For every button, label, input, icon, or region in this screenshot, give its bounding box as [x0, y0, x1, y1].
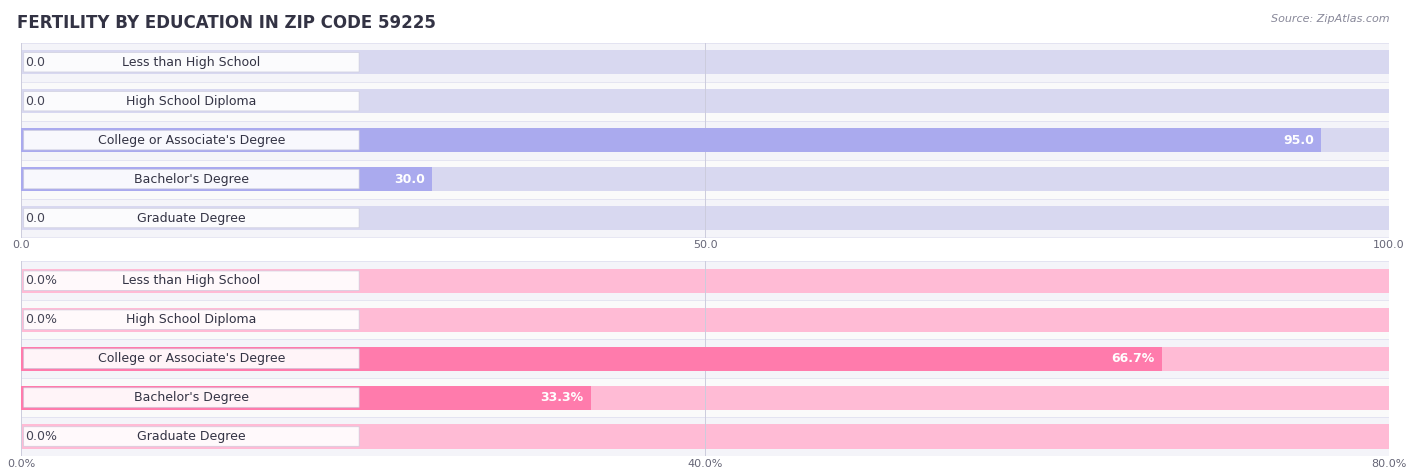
FancyBboxPatch shape — [24, 310, 359, 329]
Bar — [21, 347, 1389, 370]
Bar — [21, 300, 1389, 339]
Text: Bachelor's Degree: Bachelor's Degree — [134, 391, 249, 404]
FancyBboxPatch shape — [24, 131, 359, 150]
Text: 95.0: 95.0 — [1284, 133, 1313, 147]
Text: Bachelor's Degree: Bachelor's Degree — [134, 172, 249, 186]
FancyBboxPatch shape — [24, 271, 359, 290]
Text: Graduate Degree: Graduate Degree — [138, 211, 246, 225]
Text: Less than High School: Less than High School — [122, 274, 260, 287]
FancyBboxPatch shape — [24, 349, 359, 368]
Text: High School Diploma: High School Diploma — [127, 313, 257, 326]
Bar — [21, 269, 1389, 293]
Text: College or Associate's Degree: College or Associate's Degree — [98, 352, 285, 365]
Text: 0.0: 0.0 — [25, 95, 45, 108]
Bar — [21, 82, 1389, 121]
Bar — [21, 43, 1389, 82]
Bar — [21, 121, 1389, 160]
FancyBboxPatch shape — [24, 53, 359, 72]
FancyBboxPatch shape — [24, 427, 359, 446]
Bar — [21, 167, 1389, 191]
Bar — [21, 425, 1389, 448]
Bar — [21, 417, 1389, 456]
Text: 33.3%: 33.3% — [540, 391, 583, 404]
Bar — [21, 128, 1389, 152]
Text: 0.0: 0.0 — [25, 211, 45, 225]
Bar — [21, 378, 1389, 417]
Text: 0.0%: 0.0% — [25, 313, 58, 326]
Bar — [21, 386, 1389, 409]
Bar — [21, 89, 1389, 113]
Bar — [21, 339, 1389, 378]
Bar — [21, 261, 1389, 300]
Text: Source: ZipAtlas.com: Source: ZipAtlas.com — [1271, 14, 1389, 24]
Text: 30.0: 30.0 — [394, 172, 425, 186]
Text: FERTILITY BY EDUCATION IN ZIP CODE 59225: FERTILITY BY EDUCATION IN ZIP CODE 59225 — [17, 14, 436, 32]
Bar — [21, 167, 432, 191]
FancyBboxPatch shape — [24, 388, 359, 407]
Bar — [21, 206, 1389, 230]
Bar — [21, 50, 1389, 74]
Text: Less than High School: Less than High School — [122, 56, 260, 69]
Text: 0.0%: 0.0% — [25, 430, 58, 443]
FancyBboxPatch shape — [24, 170, 359, 189]
Bar — [21, 160, 1389, 199]
FancyBboxPatch shape — [24, 209, 359, 228]
Bar — [21, 347, 1161, 370]
FancyBboxPatch shape — [24, 92, 359, 111]
Bar — [21, 128, 1320, 152]
Bar — [21, 308, 1389, 332]
Text: College or Associate's Degree: College or Associate's Degree — [98, 133, 285, 147]
Bar — [21, 199, 1389, 238]
Text: 0.0: 0.0 — [25, 56, 45, 69]
Text: 66.7%: 66.7% — [1112, 352, 1154, 365]
Bar — [21, 386, 591, 409]
Text: Graduate Degree: Graduate Degree — [138, 430, 246, 443]
Text: High School Diploma: High School Diploma — [127, 95, 257, 108]
Text: 0.0%: 0.0% — [25, 274, 58, 287]
